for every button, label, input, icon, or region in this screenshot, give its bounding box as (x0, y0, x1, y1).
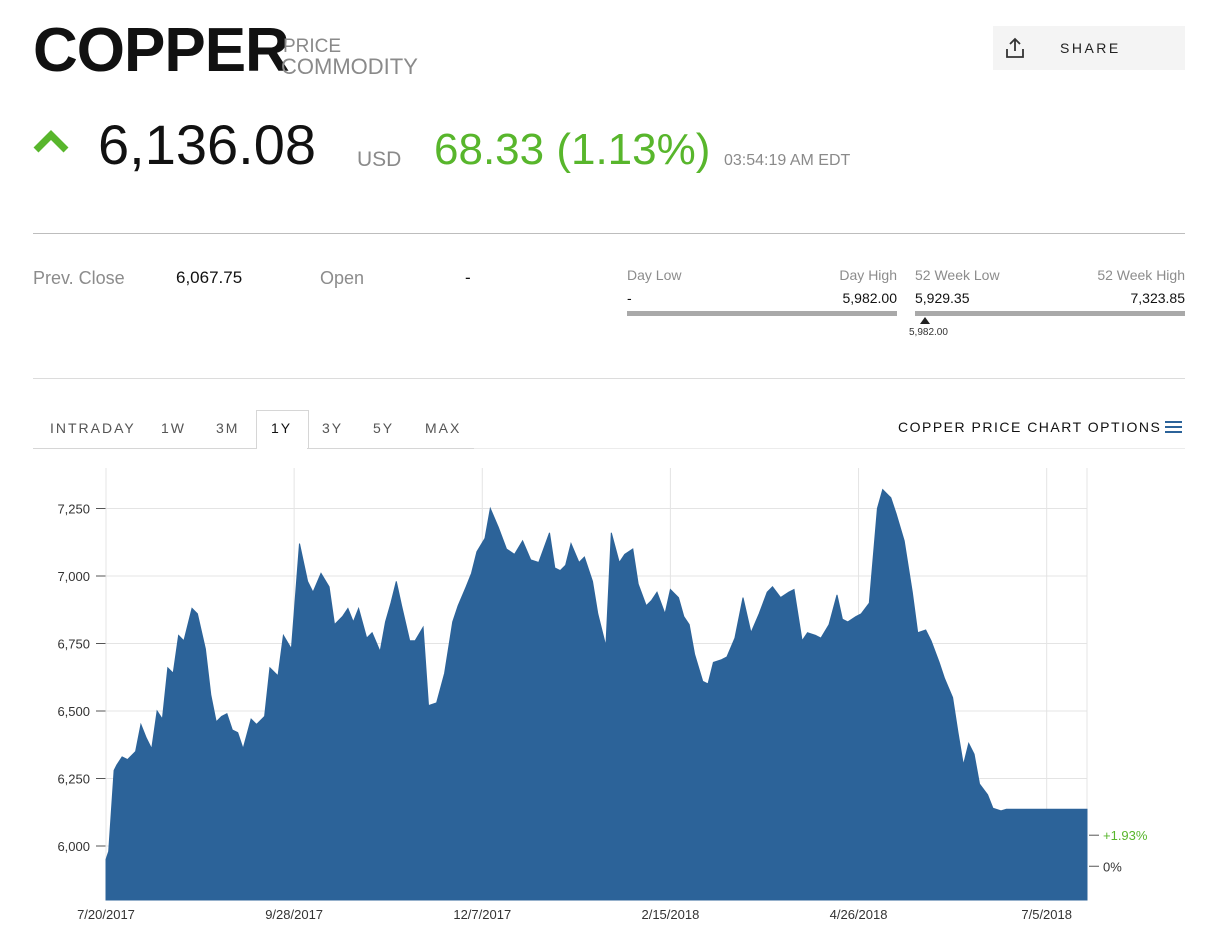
annotation-label: +1.93% (1103, 828, 1148, 843)
tab-1w[interactable]: 1W (161, 420, 186, 436)
52-week-low-value: 5,929.35 (915, 290, 970, 306)
price-change: 68.33 (1.13%) (434, 125, 711, 174)
hamburger-menu-icon[interactable] (1165, 420, 1182, 434)
52-week-high-label: 52 Week High (1097, 267, 1185, 283)
share-button[interactable]: SHARE (993, 26, 1185, 70)
day-high-value: 5,982.00 (842, 290, 898, 306)
x-tick-label: 7/20/2017 (77, 907, 135, 922)
52-week-range-bar (915, 311, 1185, 316)
tab-underline-right (307, 448, 474, 449)
annotation-label: 0% (1103, 859, 1122, 874)
y-tick-label: 6,750 (57, 637, 90, 652)
tab-1y[interactable]: 1Y (271, 420, 293, 436)
tab-active-frame (256, 410, 309, 449)
share-icon (1006, 37, 1024, 58)
quote-time: 03:54:19 AM EDT (724, 152, 851, 169)
last-price: 6,136.08 (98, 113, 316, 176)
subtitle-price: PRICE (283, 36, 342, 57)
up-arrow-icon (33, 130, 69, 153)
x-tick-label: 9/28/2017 (265, 907, 323, 922)
prev-close-value: 6,067.75 (176, 268, 243, 287)
tab-5y[interactable]: 5Y (373, 420, 395, 436)
x-tick-label: 7/5/2018 (1021, 907, 1072, 922)
tab-max[interactable]: MAX (425, 420, 462, 436)
price-chart: 6,000 6,250 6,500 6,750 7,000 7,250 7/20/2017 9… (57, 468, 1148, 922)
day-low-value: - (627, 290, 632, 306)
currency: USD (357, 148, 402, 171)
y-tick-label: 6,000 (57, 839, 90, 854)
tab-underline-left (33, 448, 256, 449)
day-range-bar (627, 311, 897, 316)
day-low-label: Day Low (627, 267, 682, 283)
x-tick-label: 4/26/2018 (830, 907, 888, 922)
share-label: SHARE (1060, 40, 1121, 56)
tab-underline-rest (474, 448, 1185, 449)
open-value: - (465, 268, 471, 287)
x-tick-label: 2/15/2018 (641, 907, 699, 922)
page-title: COPPER (33, 16, 290, 85)
day-high-label: Day High (839, 267, 897, 283)
divider-middle (33, 378, 1185, 379)
prev-close-label: Prev. Close (33, 268, 125, 288)
range-marker-icon (920, 317, 931, 324)
price-area (105, 488, 1088, 901)
tab-3m[interactable]: 3M (216, 420, 240, 436)
52-week-high-value: 7,323.85 (1130, 290, 1186, 306)
range-marker-value: 5,982.00 (909, 327, 948, 338)
52-week-low-label: 52 Week Low (915, 267, 1000, 283)
open-label: Open (320, 268, 365, 288)
y-tick-label: 7,250 (57, 502, 90, 517)
chart-options-button[interactable]: COPPER PRICE CHART OPTIONS (898, 419, 1162, 435)
y-tick-label: 7,000 (57, 569, 90, 584)
tab-intraday[interactable]: INTRADAY (50, 420, 136, 436)
divider-top (33, 233, 1185, 234)
tab-3y[interactable]: 3Y (322, 420, 344, 436)
y-tick-label: 6,250 (57, 772, 90, 787)
subtitle-commodity: COMMODITY (281, 54, 418, 79)
x-tick-label: 12/7/2017 (453, 907, 511, 922)
y-tick-label: 6,500 (57, 704, 90, 719)
